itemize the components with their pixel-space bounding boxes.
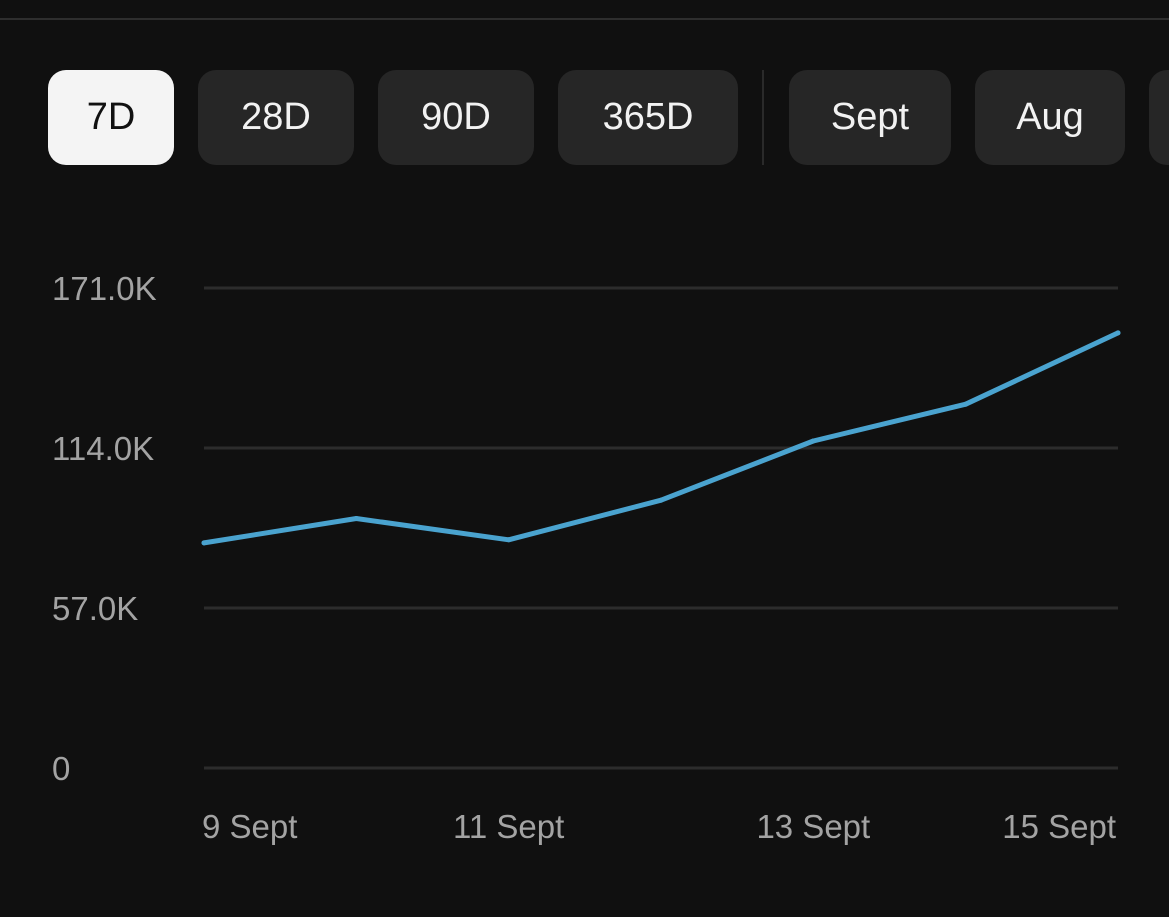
data-point xyxy=(658,497,664,503)
range-chip-7d[interactable]: 7D xyxy=(48,70,174,165)
data-point xyxy=(201,540,207,546)
month-chip-partial[interactable] xyxy=(1149,70,1169,165)
month-chip-sept[interactable]: Sept xyxy=(789,70,951,165)
data-point xyxy=(810,438,816,444)
grid-lines xyxy=(204,286,1118,770)
data-point xyxy=(963,401,969,407)
series-layer xyxy=(201,330,1121,546)
data-point xyxy=(506,537,512,543)
data-point xyxy=(1115,330,1121,336)
y-tick-label: 114.0K xyxy=(52,430,154,467)
series-line xyxy=(201,330,1121,546)
y-tick-label: 171.0K xyxy=(52,270,157,307)
y-tick-label: 0 xyxy=(52,750,70,787)
chip-separator xyxy=(762,70,764,165)
data-point xyxy=(353,515,359,521)
y-tick-label: 57.0K xyxy=(52,590,138,627)
y-axis-labels: 0 57.0K 114.0K 171.0K xyxy=(52,270,157,787)
x-tick-label: 13 Sept xyxy=(756,808,870,845)
month-chip-aug[interactable]: Aug xyxy=(975,70,1125,165)
top-divider xyxy=(0,18,1169,20)
x-axis-labels: 9 Sept 11 Sept 13 Sept 15 Sept xyxy=(202,808,1116,845)
range-chip-90d[interactable]: 90D xyxy=(378,70,534,165)
x-tick-label: 9 Sept xyxy=(202,808,297,845)
x-tick-label: 15 Sept xyxy=(1002,808,1116,845)
range-chip-28d[interactable]: 28D xyxy=(198,70,354,165)
x-tick-label: 11 Sept xyxy=(453,808,564,845)
range-chip-365d[interactable]: 365D xyxy=(558,70,738,165)
